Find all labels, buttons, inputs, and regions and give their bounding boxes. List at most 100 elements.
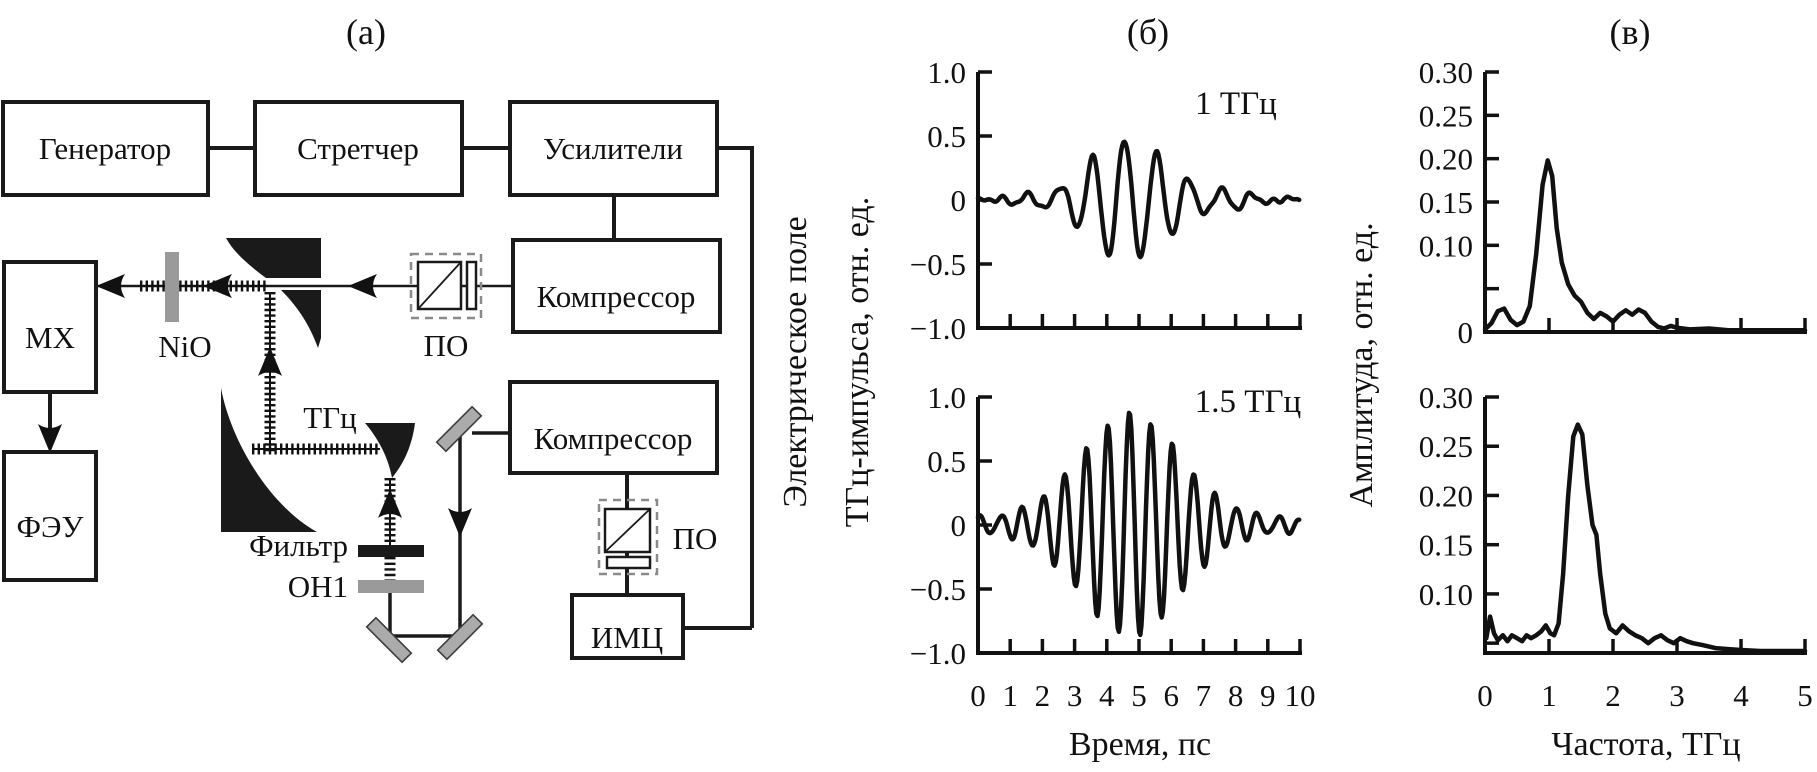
panel-b-title: (б): [1127, 12, 1169, 52]
x-tick-label: 6: [1163, 678, 1179, 713]
y-tick-label: −1.0: [910, 636, 966, 671]
imc-label: ИМЦ: [591, 620, 663, 655]
b-bottom-annotation: 1.5 ТГц: [1195, 384, 1301, 420]
po-bottom-group: [597, 498, 659, 576]
y-tick-label: 0: [1458, 315, 1474, 350]
waveform-curve: [975, 139, 1302, 260]
x-tick-label: 2: [1605, 678, 1621, 713]
parabolic-mirror-left-icon: [221, 388, 317, 532]
x-tick-label: 0: [970, 678, 986, 713]
pmt-label: ФЭУ: [17, 509, 84, 544]
v-ylabel: Амплитуда, отн. ед.: [1343, 222, 1380, 507]
x-tick-label: 7: [1196, 678, 1212, 713]
stretcher-label: Стретчер: [297, 131, 419, 166]
imc-box: [570, 593, 685, 660]
x-tick-label: 1: [1002, 678, 1018, 713]
beam-arrows: [38, 274, 472, 537]
waveform-curve: [975, 410, 1302, 638]
x-tick-label: 2: [1035, 678, 1051, 713]
mirror-icon: [436, 613, 484, 661]
spectrum-curve: [1482, 158, 1808, 333]
y-tick-label: 0: [951, 183, 967, 218]
mx-label: МХ: [25, 320, 75, 355]
y-tick-label: 0.15: [1419, 185, 1473, 220]
chart-axis-titles: Электрическое поле ТГц-импульса, отн. ед…: [777, 86, 1741, 763]
diagram-boxes: [1, 100, 722, 660]
x-tick-label: 3: [1669, 678, 1685, 713]
arrow-up-icon: [258, 347, 282, 376]
mirror-icon: [365, 616, 413, 664]
x-tick-label: 1: [1541, 678, 1557, 713]
spectrum-curve: [1484, 422, 1808, 654]
x-tick-label: 9: [1260, 678, 1276, 713]
x-tick-label: 5: [1797, 678, 1813, 713]
arrow-up-icon: [378, 489, 402, 518]
x-tick-label: 5: [1131, 678, 1147, 713]
plot-axes: [1483, 397, 1807, 655]
panel-v-title: (в): [1610, 12, 1651, 52]
x-tick-label: 10: [1285, 678, 1316, 713]
b-ylabel-line1: Электрическое поле: [777, 216, 814, 507]
y-tick-label: 0.20: [1419, 478, 1473, 513]
thz-label: ТГц: [303, 400, 356, 435]
waveplate-icon: [605, 555, 652, 570]
arrow-down-icon: [448, 508, 472, 537]
y-tick-label: 0.20: [1419, 142, 1473, 177]
charts-layer: 1.00.50−0.5−1.01.00.50−0.5−1.00 1 2 3 4 5 6 7 8 9…: [910, 55, 1813, 713]
pmt-box: [2, 450, 98, 582]
po-top-label: ПО: [424, 328, 469, 363]
oh1-label: ОН1: [288, 569, 348, 604]
y-tick-label: 0: [951, 508, 967, 543]
arrow-left-icon: [96, 274, 125, 298]
y-tick-label: −1.0: [910, 311, 966, 346]
compressor-top-box: [511, 238, 722, 334]
y-tick-label: 0.25: [1419, 98, 1473, 133]
po-top-group: [409, 252, 483, 320]
compressor-bottom-box: [508, 380, 719, 475]
diagram-box-labels: Генератор Стретчер Усилители Компрессор …: [17, 131, 696, 655]
compressor-bottom-label: Компрессор: [534, 421, 693, 456]
mx-box: [2, 260, 98, 394]
y-tick-label: 0.25: [1419, 429, 1473, 464]
y-tick-label: 1.0: [927, 380, 966, 415]
y-tick-label: 0.10: [1419, 228, 1473, 263]
y-tick-label: 1.0: [927, 55, 966, 90]
filter-label: Фильтр: [249, 528, 348, 563]
y-tick-label: 0.5: [927, 444, 966, 479]
pump-beam-path: [388, 431, 510, 638]
x-tick-label: 8: [1228, 678, 1244, 713]
diagram-component-labels: NiO ПО ПО ТГц Фильтр ОН1: [158, 328, 717, 604]
y-tick-label: 0.10: [1419, 577, 1473, 612]
b-ylabel-line2: ТГц-импульса, отн. ед.: [839, 197, 876, 527]
arrow-left-icon: [203, 274, 232, 298]
amplifiers-box: [508, 100, 719, 197]
y-tick-label: 0.30: [1419, 55, 1473, 90]
filter-plate-icon: [358, 545, 424, 557]
nio-filter-icon: [165, 252, 179, 322]
x-tick-label: 0: [1477, 678, 1493, 713]
generator-box: [1, 100, 210, 197]
x-tick-label: 4: [1733, 678, 1749, 713]
y-tick-label: 0.5: [927, 119, 966, 154]
y-tick-label: 0.30: [1419, 380, 1473, 415]
setup-diagram: Генератор Стретчер Усилители Компрессор …: [1, 100, 754, 664]
y-tick-label: −0.5: [910, 247, 966, 282]
mirror-icon: [435, 405, 483, 453]
y-tick-label: −0.5: [910, 572, 966, 607]
nio-label: NiO: [158, 329, 211, 364]
y-tick-label: 0.15: [1419, 528, 1473, 563]
stretcher-box: [253, 100, 464, 197]
generator-label: Генератор: [39, 131, 171, 166]
compressor-top-label: Компрессор: [537, 279, 696, 314]
plot-axes: [976, 397, 1302, 655]
x-tick-label: 4: [1099, 678, 1115, 713]
v-xlabel: Частота, ТГц: [1551, 726, 1740, 763]
b-xlabel: Время, пс: [1069, 726, 1211, 763]
po-bottom-label: ПО: [673, 521, 718, 556]
parabolic-mirrors: [221, 238, 415, 532]
panel-a-title: (а): [346, 12, 386, 52]
waveplate-icon: [465, 260, 478, 311]
x-tick-label: 3: [1067, 678, 1083, 713]
